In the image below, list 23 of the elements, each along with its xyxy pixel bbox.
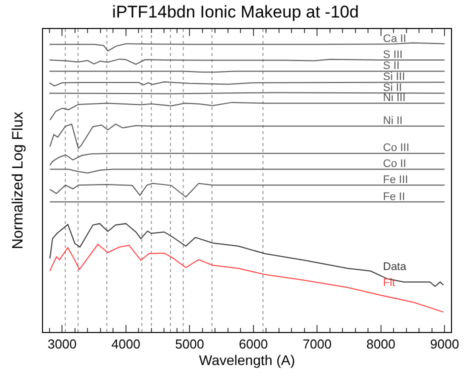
x-tick-label: 9000 xyxy=(430,336,460,352)
x-tick-label: 5000 xyxy=(175,336,204,352)
chart-title: iPTF14bdn Ionic Makeup at -10d xyxy=(112,2,359,22)
x-axis-title: Wavelength (A) xyxy=(199,352,295,368)
series-label: S II xyxy=(383,60,400,72)
series-label: Fit xyxy=(383,277,396,289)
x-tick-label: 6000 xyxy=(238,336,268,352)
series-label: S III xyxy=(383,49,403,61)
series-label: Co III xyxy=(383,142,410,154)
series-label: Ca II xyxy=(383,33,406,45)
series-label: Ni II xyxy=(383,115,403,127)
series-label: Data xyxy=(383,261,408,273)
series-label: Fe II xyxy=(383,191,406,203)
series-label: Fe III xyxy=(383,174,408,186)
x-tick-label: 4000 xyxy=(111,336,140,352)
x-tick-label: 7000 xyxy=(302,336,332,352)
series-label: Si III xyxy=(383,71,406,83)
y-axis-title: Normalized Log Flux xyxy=(9,111,26,250)
x-tick-label: 8000 xyxy=(366,336,396,352)
series-label: Si II xyxy=(383,82,402,94)
series-label: Co II xyxy=(383,158,406,170)
series-label: Ni III xyxy=(383,92,406,104)
x-tick-label: 3000 xyxy=(48,336,77,352)
